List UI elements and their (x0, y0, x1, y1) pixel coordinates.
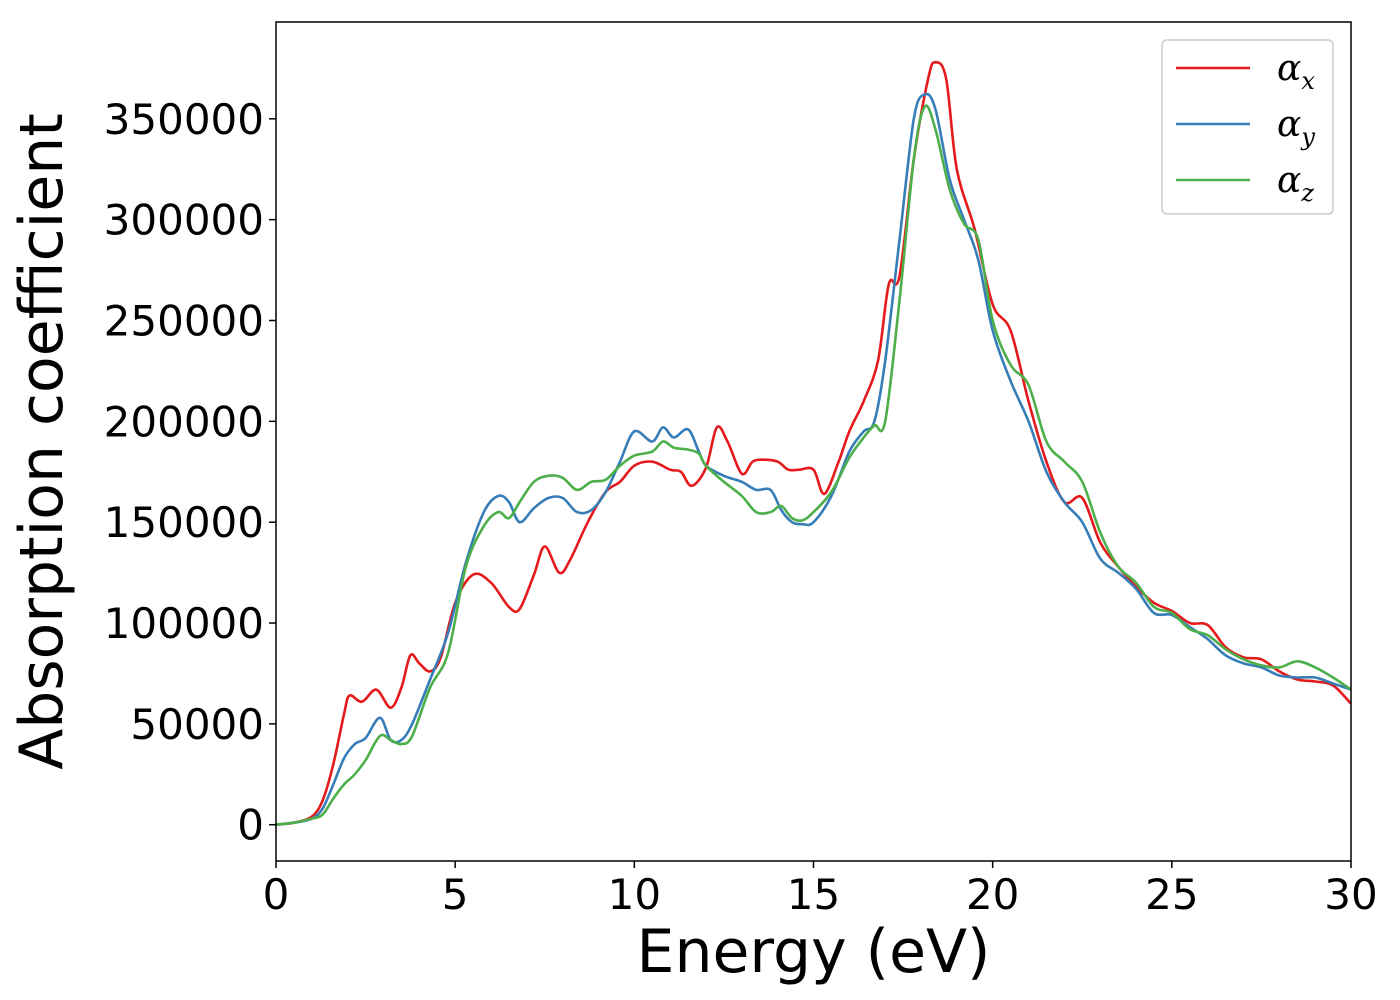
legend-box (1161, 39, 1334, 215)
y-tick-label: 200000 (104, 397, 264, 446)
y-axis-title: Absorption coefficient (7, 113, 77, 770)
y-tick-label: 300000 (104, 196, 264, 245)
x-axis-ticks: 0 5 10 15 20 25 30 (263, 861, 1378, 919)
x-tick-label: 10 (608, 870, 661, 919)
y-tick-label: 0 (237, 801, 264, 850)
series-lines (275, 60, 1352, 826)
x-axis-title: Energy (eV) (637, 917, 991, 987)
x-tick-label: 0 (263, 870, 290, 919)
y-tick-label: 50000 (130, 700, 264, 749)
series-line-z (275, 104, 1352, 826)
x-tick-label: 5 (442, 870, 469, 919)
x-tick-label: 15 (787, 870, 840, 919)
y-tick-label: 100000 (104, 599, 264, 648)
y-tick-label: 250000 (104, 296, 264, 345)
series-line-y (275, 92, 1352, 826)
y-tick-label: 150000 (104, 498, 264, 547)
y-axis-ticks: 0 50000 100000 150000 200000 250000 300000 3500… (104, 95, 276, 850)
y-tick-label: 350000 (104, 95, 264, 144)
x-tick-label: 25 (1145, 870, 1198, 919)
x-tick-label: 20 (966, 870, 1019, 919)
x-tick-label: 30 (1324, 870, 1377, 919)
